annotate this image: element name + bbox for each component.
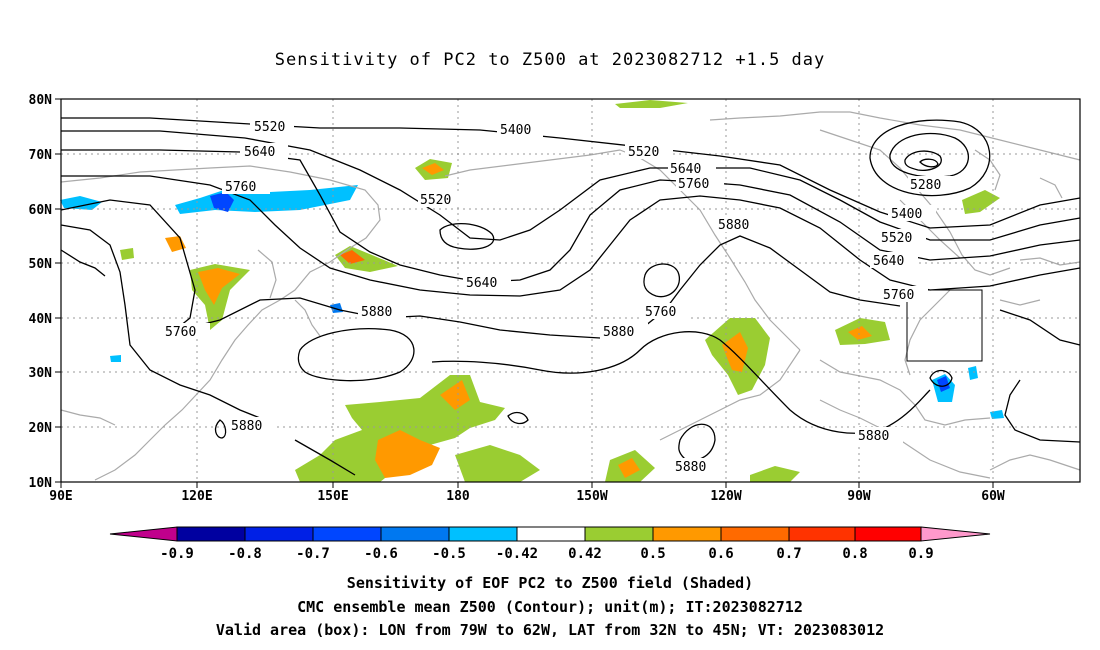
colorbar-segment xyxy=(448,526,518,542)
colorbar-label: 0.7 xyxy=(776,546,801,562)
colorbar-segment xyxy=(652,526,722,542)
colorbar-segment xyxy=(176,526,246,542)
shade-positive xyxy=(615,100,688,108)
shade-positive xyxy=(340,250,365,264)
shade-positive xyxy=(722,332,748,372)
colorbar-segment xyxy=(312,526,382,542)
axis-ticks xyxy=(55,98,994,488)
colorbar-segment xyxy=(854,526,922,542)
colorbar-label: 0.8 xyxy=(842,546,867,562)
lat-label: 60N xyxy=(29,203,53,218)
shade-negative xyxy=(937,376,950,392)
valid-area-box xyxy=(906,289,983,362)
lon-label: 180 xyxy=(446,489,470,504)
latitude-labels: 80N 70N 60N 50N 40N 30N 20N 10N xyxy=(29,93,53,491)
lat-label: 30N xyxy=(29,366,53,381)
footer-line-2: CMC ensemble mean Z500 (Contour); unit(m… xyxy=(297,598,803,616)
shade-positive xyxy=(962,190,1000,214)
contour-label: 5760 xyxy=(678,177,709,192)
contour-label: 5520 xyxy=(628,145,659,160)
shade-positive xyxy=(440,380,470,410)
colorbar-label: 0.6 xyxy=(708,546,733,562)
colorbar-end-left xyxy=(109,526,178,542)
colorbar-segment xyxy=(380,526,450,542)
colorbar-segment xyxy=(788,526,856,542)
contour-label: 5280 xyxy=(910,178,941,193)
contour-label: 5520 xyxy=(881,231,912,246)
footer-line-1: Sensitivity of EOF PC2 to Z500 field (Sh… xyxy=(346,574,754,592)
colorbar: -0.9 -0.8 -0.7 -0.6 -0.5 -0.42 0.42 0.5 … xyxy=(109,526,991,562)
longitude-labels: 90E 120E 150E 180 150W 120W 90W 60W xyxy=(49,489,1005,504)
shade-positive xyxy=(455,445,540,482)
colorbar-label: -0.42 xyxy=(496,546,538,562)
lat-label: 50N xyxy=(29,257,53,272)
contour-label: 5760 xyxy=(165,325,196,340)
contour-label: 5880 xyxy=(603,325,634,340)
contour-labels: 5520 5400 5640 5520 5640 5760 5760 5520 … xyxy=(162,118,956,475)
colorbar-segment xyxy=(584,526,654,542)
contour-label: 5640 xyxy=(873,254,904,269)
lon-label: 150E xyxy=(317,489,348,504)
shade-positive xyxy=(618,458,640,478)
colorbar-label: 0.9 xyxy=(908,546,933,562)
lat-label: 80N xyxy=(29,93,53,108)
contour-label: 5640 xyxy=(466,276,497,291)
shade-positive xyxy=(750,466,800,482)
colorbar-segment xyxy=(244,526,314,542)
shade-negative xyxy=(968,366,978,380)
colorbar-label: 0.42 xyxy=(568,546,602,562)
lat-label: 10N xyxy=(29,476,53,491)
shade-positive xyxy=(375,430,440,478)
colorbar-label: -0.9 xyxy=(160,546,194,562)
lon-label: 120W xyxy=(710,489,741,504)
contour-label: 5760 xyxy=(225,180,256,195)
colorbar-label: -0.7 xyxy=(296,546,330,562)
footer-line-3: Valid area (box): LON from 79W to 62W, L… xyxy=(215,621,885,639)
colorbar-label: -0.8 xyxy=(228,546,262,562)
lon-label: 90W xyxy=(847,489,871,504)
contour-label: 5520 xyxy=(254,120,285,135)
lon-label: 90E xyxy=(49,489,72,504)
map-frame xyxy=(60,98,1081,483)
shade-positive xyxy=(198,268,240,305)
shade-positive xyxy=(848,326,872,340)
shade-positive xyxy=(120,248,134,260)
contour-label: 5880 xyxy=(718,218,749,233)
contour-label: 5760 xyxy=(883,288,914,303)
contour-label: 5520 xyxy=(420,193,451,208)
contour-label: 5880 xyxy=(231,419,262,434)
lon-label: 150W xyxy=(576,489,607,504)
lat-label: 20N xyxy=(29,421,53,436)
contour-label: 5880 xyxy=(858,429,889,444)
shaded-sensitivity xyxy=(60,100,1004,482)
shade-positive xyxy=(422,163,444,175)
contour-label: 5640 xyxy=(244,145,275,160)
shade-negative xyxy=(210,192,234,212)
shade-negative xyxy=(110,355,121,362)
lon-label: 120E xyxy=(181,489,212,504)
contour-label: 5880 xyxy=(675,460,706,475)
lat-label: 40N xyxy=(29,312,53,327)
contour-label: 5400 xyxy=(891,207,922,222)
colorbar-label: 0.5 xyxy=(640,546,665,562)
chart-title: Sensitivity of PC2 to Z500 at 2023082712… xyxy=(274,50,826,70)
colorbar-segment xyxy=(720,526,790,542)
contour-label: 5400 xyxy=(500,123,531,138)
colorbar-end-right xyxy=(920,526,991,542)
contour-label: 5760 xyxy=(645,305,676,320)
shade-negative xyxy=(60,196,102,210)
lat-label: 70N xyxy=(29,148,53,163)
contour-label: 5640 xyxy=(670,162,701,177)
contour-label: 5880 xyxy=(361,305,392,320)
colorbar-label: -0.5 xyxy=(432,546,466,562)
map-area: 5520 5400 5640 5520 5640 5760 5760 5520 … xyxy=(60,98,1081,483)
colorbar-segment xyxy=(516,526,586,542)
colorbar-label: -0.6 xyxy=(364,546,398,562)
lon-label: 60W xyxy=(981,489,1005,504)
